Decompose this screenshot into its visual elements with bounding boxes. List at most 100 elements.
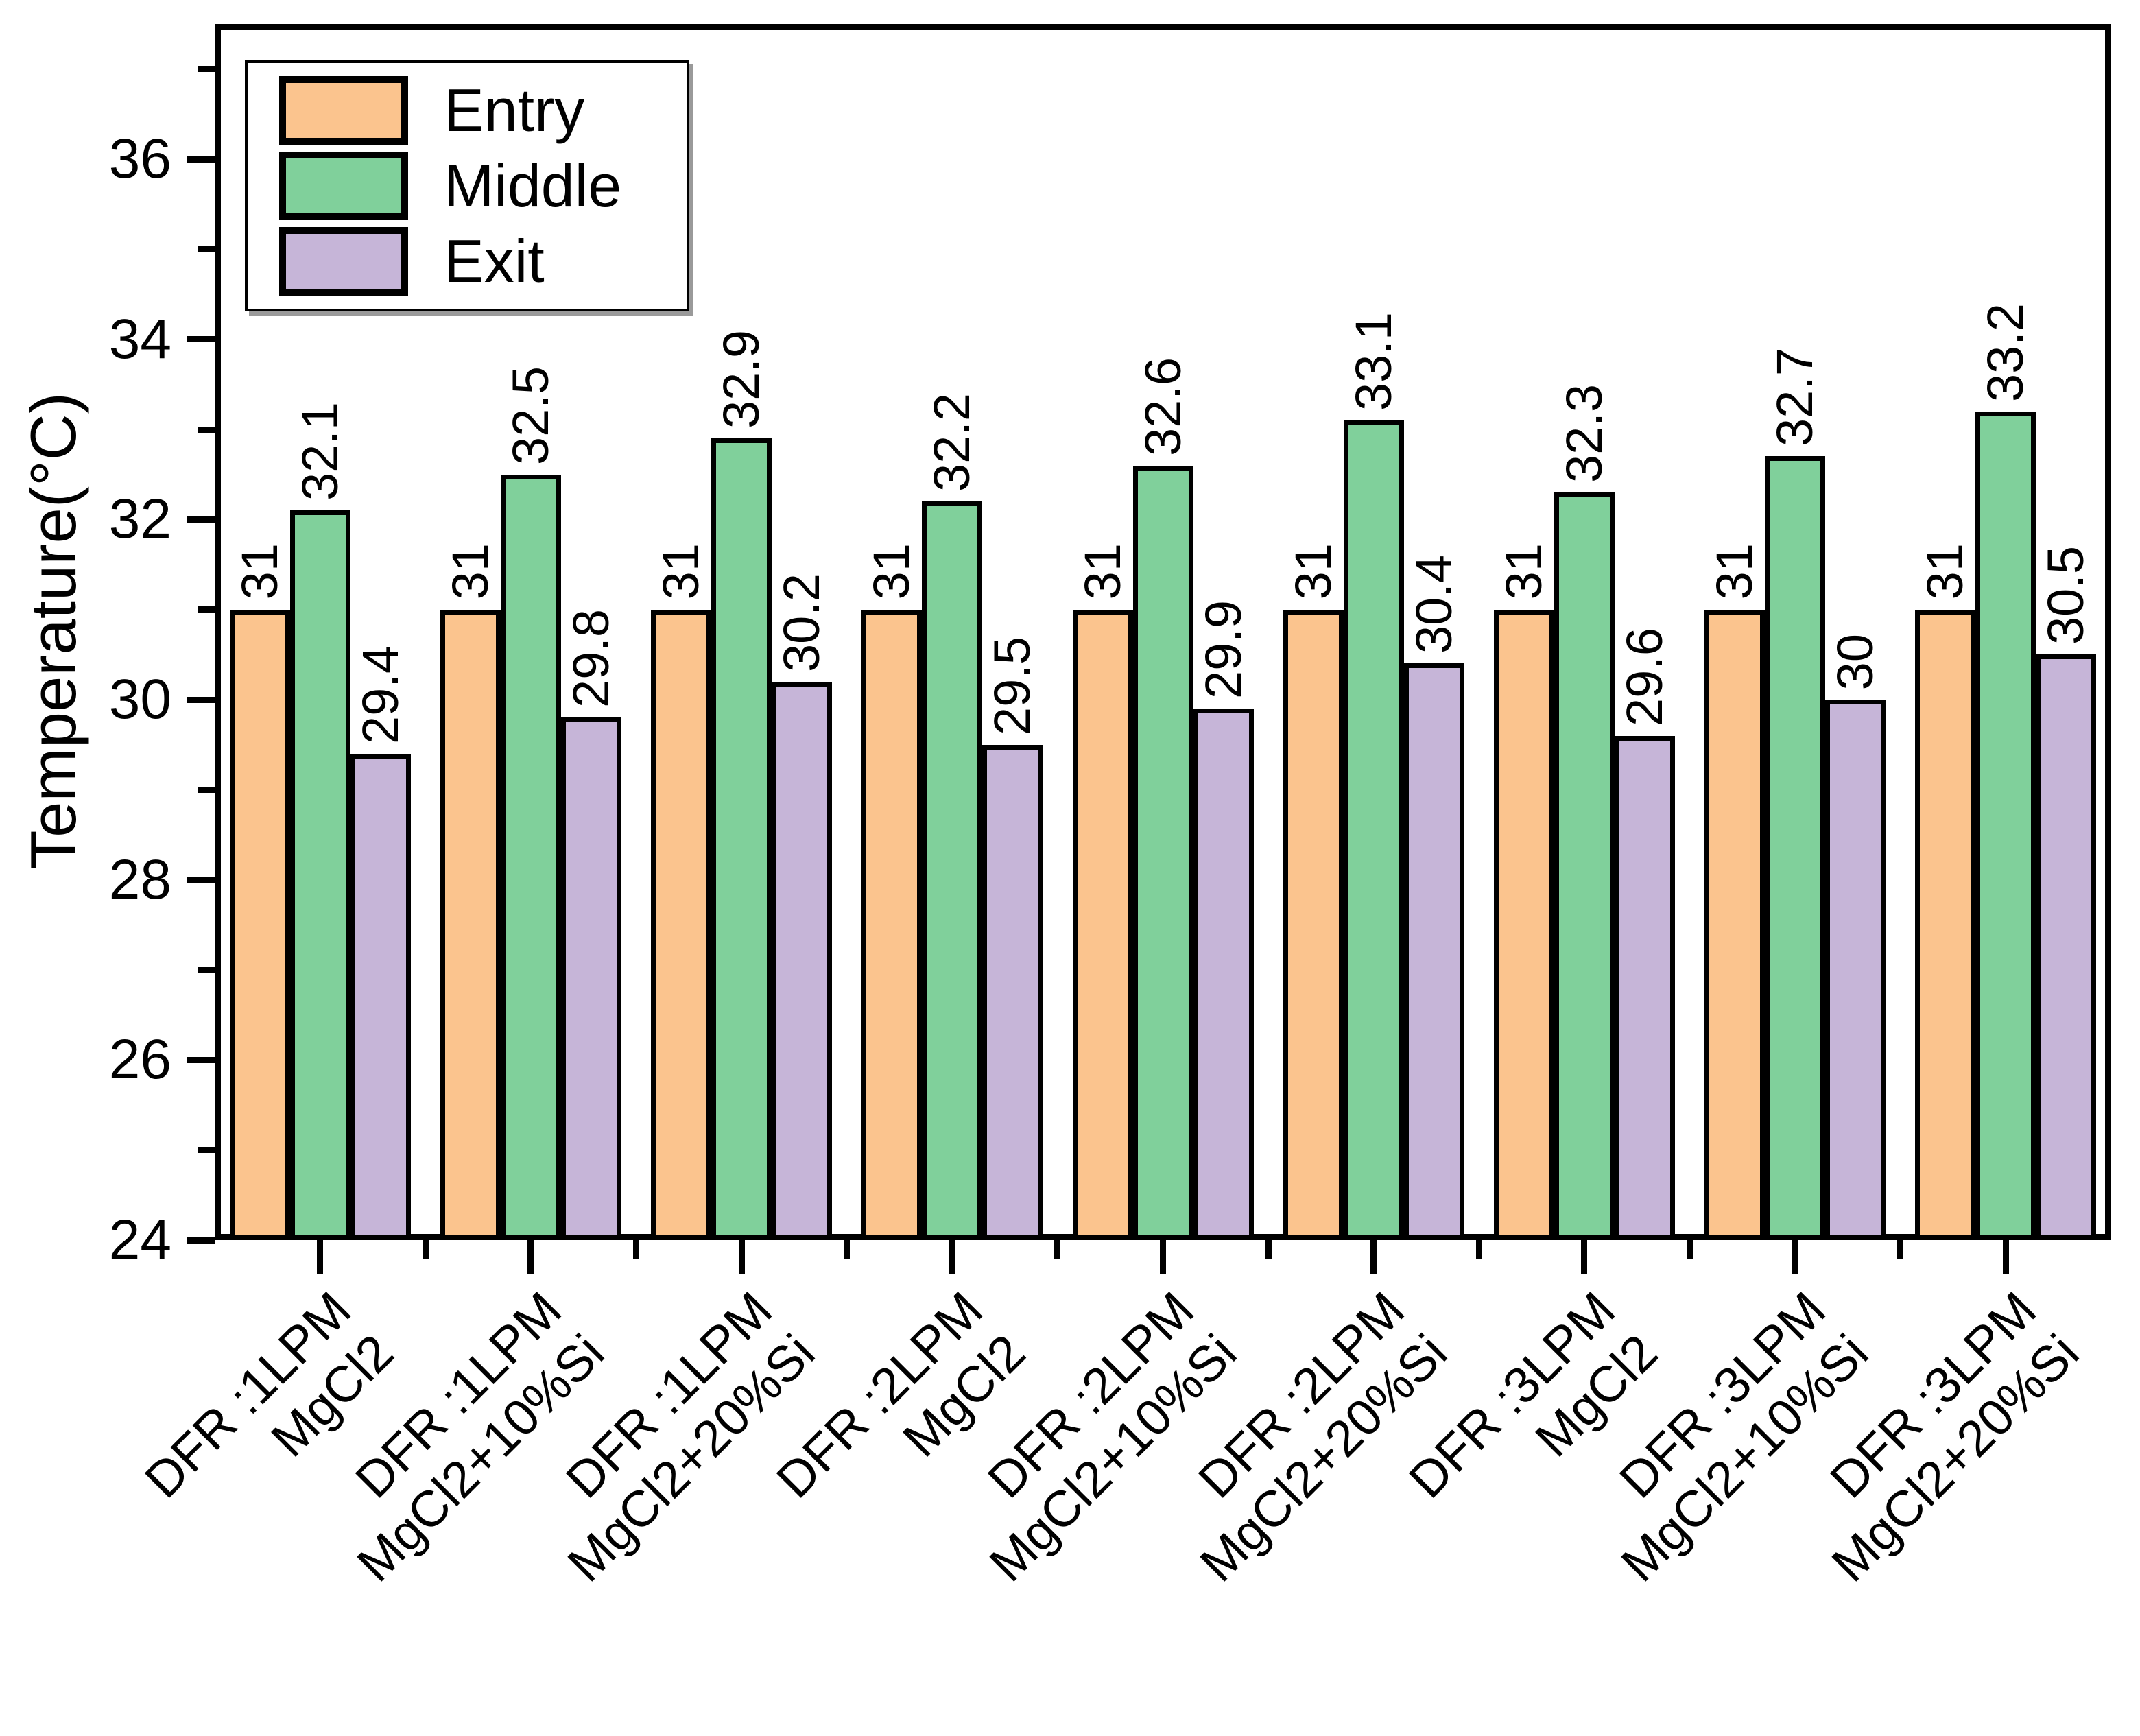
x-axis-minor-tick bbox=[1265, 1240, 1272, 1259]
y-axis-tick-label: 32 bbox=[108, 488, 171, 551]
legend-entry-entry: Entry bbox=[279, 73, 687, 148]
legend-entry-middle: Middle bbox=[279, 148, 687, 224]
bar-exit bbox=[350, 753, 411, 1240]
x-axis-minor-tick bbox=[632, 1240, 639, 1259]
y-axis-minor-tick bbox=[198, 786, 215, 793]
bar-exit bbox=[1825, 700, 1886, 1240]
legend-box: Entry Middle Exit bbox=[245, 60, 689, 311]
legend-swatch-middle bbox=[279, 152, 408, 220]
y-axis-minor-tick bbox=[198, 966, 215, 973]
bar-exit bbox=[1403, 663, 1464, 1240]
x-axis-major-tick bbox=[949, 1240, 955, 1274]
y-axis-minor-tick bbox=[198, 426, 215, 433]
bar-middle bbox=[500, 474, 561, 1240]
x-axis-major-tick bbox=[527, 1240, 534, 1274]
y-axis-major-tick bbox=[187, 1056, 215, 1063]
bar-middle bbox=[1765, 456, 1826, 1240]
bar-exit bbox=[560, 717, 621, 1240]
bar-value-label: 30.4 bbox=[1405, 555, 1462, 654]
bar-value-label: 31 bbox=[230, 543, 288, 600]
bar-value-label: 32.9 bbox=[713, 330, 770, 429]
x-axis-major-tick bbox=[1792, 1240, 1798, 1274]
bar-value-label: 29.6 bbox=[1616, 627, 1674, 726]
bar-value-label: 32.6 bbox=[1134, 357, 1191, 456]
y-axis-tick-label: 36 bbox=[108, 128, 171, 190]
bar-middle bbox=[1132, 465, 1193, 1240]
legend-label: Middle bbox=[444, 152, 622, 219]
y-axis-major-tick bbox=[187, 156, 215, 163]
x-axis-minor-tick bbox=[1475, 1240, 1482, 1259]
bar-value-label: 32.1 bbox=[291, 402, 348, 501]
x-axis-major-tick bbox=[317, 1240, 324, 1274]
bar-exit bbox=[772, 681, 833, 1240]
x-axis-minor-tick bbox=[422, 1240, 429, 1259]
bar-value-label: 30 bbox=[1827, 633, 1884, 690]
bar-value-label: 32.2 bbox=[923, 393, 981, 492]
bar-entry bbox=[861, 609, 923, 1240]
x-axis-major-tick bbox=[1581, 1240, 1588, 1274]
y-axis-minor-tick bbox=[198, 66, 215, 73]
y-axis-tick-label: 24 bbox=[108, 1209, 171, 1271]
bar-value-label: 29.9 bbox=[1194, 600, 1252, 700]
y-axis-title: Temperature(°C) bbox=[17, 392, 89, 870]
bar-value-label: 31 bbox=[1706, 543, 1763, 600]
bar-middle bbox=[289, 510, 350, 1240]
y-axis-tick-label: 26 bbox=[108, 1028, 171, 1091]
bar-entry bbox=[1915, 609, 1976, 1240]
bar-value-label: 31 bbox=[441, 543, 499, 600]
y-axis-major-tick bbox=[187, 516, 215, 523]
bar-exit bbox=[982, 744, 1043, 1240]
bar-entry bbox=[229, 609, 290, 1240]
bar-value-label: 32.7 bbox=[1766, 348, 1824, 447]
bar-value-label: 31 bbox=[863, 543, 920, 600]
y-axis-minor-tick bbox=[198, 246, 215, 252]
x-axis-minor-tick bbox=[844, 1240, 851, 1259]
y-axis-tick-label: 28 bbox=[108, 848, 171, 911]
x-axis-major-tick bbox=[1160, 1240, 1166, 1274]
y-axis-major-tick bbox=[187, 1237, 215, 1244]
x-axis-minor-tick bbox=[1054, 1240, 1061, 1259]
bar-exit bbox=[1193, 709, 1254, 1240]
y-axis-major-tick bbox=[187, 877, 215, 883]
bar-value-label: 30.5 bbox=[2037, 546, 2095, 645]
bar-middle bbox=[711, 438, 772, 1240]
y-axis-major-tick bbox=[187, 696, 215, 703]
bar-value-label: 31 bbox=[652, 543, 710, 600]
x-axis-minor-tick bbox=[1687, 1240, 1693, 1259]
bar-exit bbox=[1614, 735, 1675, 1240]
bar-value-label: 32.3 bbox=[1556, 383, 1613, 483]
bar-value-label: 31 bbox=[1284, 543, 1342, 600]
bar-value-label: 32.5 bbox=[501, 366, 559, 465]
bar-value-label: 33.1 bbox=[1344, 311, 1402, 411]
bar-entry bbox=[440, 609, 501, 1240]
x-axis-minor-tick bbox=[1897, 1240, 1904, 1259]
legend-swatch-exit bbox=[279, 227, 408, 296]
y-axis-tick-label: 34 bbox=[108, 307, 171, 370]
legend-label: Exit bbox=[444, 227, 545, 295]
bar-entry bbox=[651, 609, 712, 1240]
y-axis-minor-tick bbox=[198, 606, 215, 613]
bar-entry bbox=[1704, 609, 1766, 1240]
bar-entry bbox=[1072, 609, 1133, 1240]
legend-entry-exit: Exit bbox=[279, 224, 687, 299]
y-axis-tick-label: 30 bbox=[108, 668, 171, 730]
bar-entry bbox=[1493, 609, 1554, 1240]
x-axis-major-tick bbox=[738, 1240, 745, 1274]
legend-swatch-entry bbox=[279, 76, 408, 145]
bar-value-label: 31 bbox=[1073, 543, 1131, 600]
bar-value-label: 29.8 bbox=[562, 609, 619, 709]
bar-entry bbox=[1283, 609, 1344, 1240]
bar-value-label: 29.5 bbox=[984, 636, 1041, 735]
bar-exit bbox=[2036, 654, 2097, 1240]
bar-middle bbox=[1554, 492, 1615, 1240]
bar-middle bbox=[922, 501, 983, 1240]
bar-middle bbox=[1343, 420, 1404, 1240]
bar-middle bbox=[1975, 411, 2036, 1240]
bar-value-label: 31 bbox=[1495, 543, 1553, 600]
bar-value-label: 33.2 bbox=[1977, 302, 2034, 402]
legend-label: Entry bbox=[444, 76, 585, 144]
x-axis-major-tick bbox=[2002, 1240, 2009, 1274]
x-axis-major-tick bbox=[1370, 1240, 1377, 1274]
y-axis-major-tick bbox=[187, 336, 215, 343]
